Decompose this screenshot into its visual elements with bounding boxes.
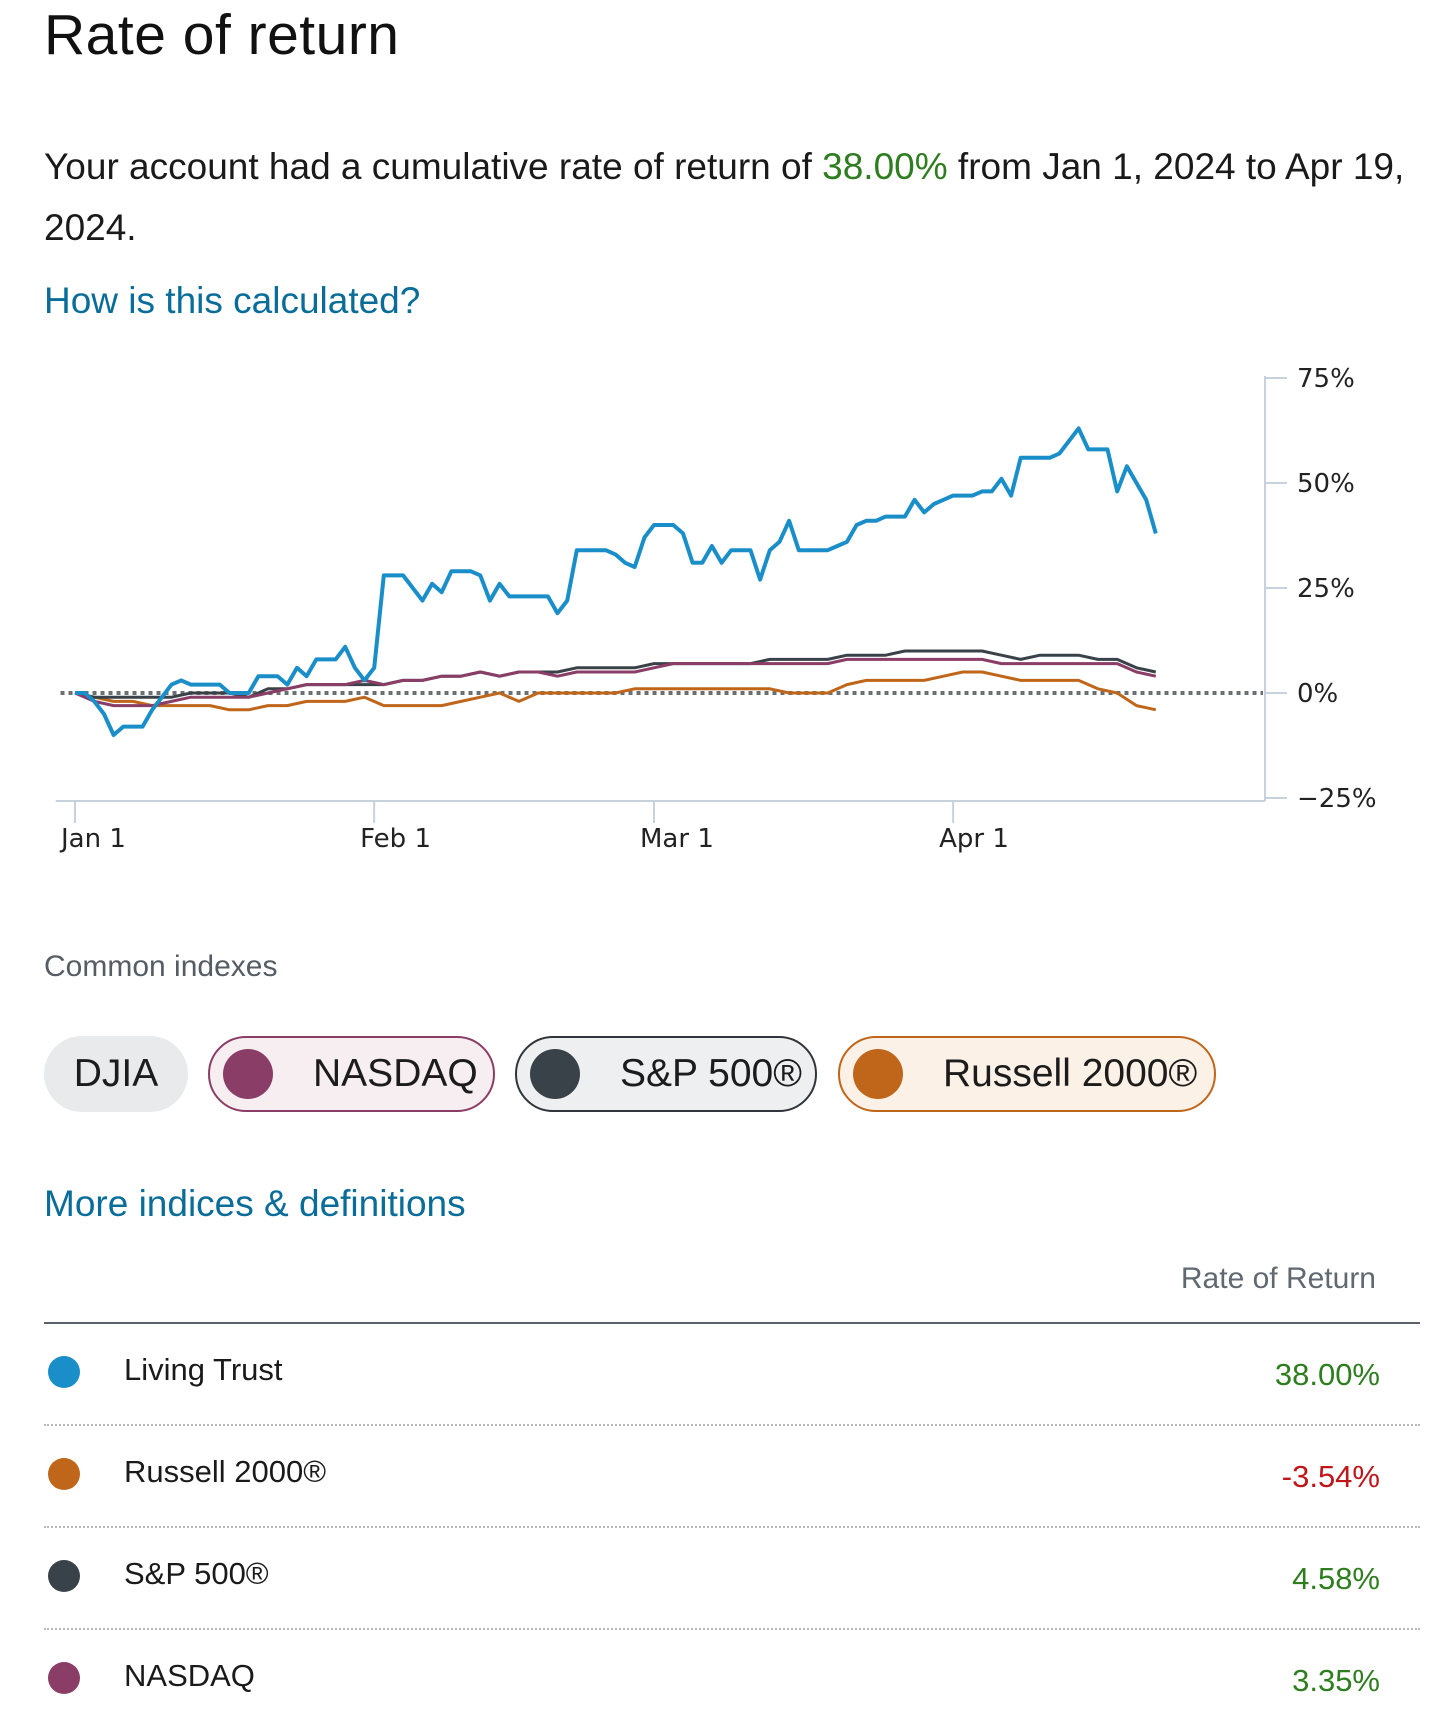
summary-prefix: Your account had a cumulative rate of re… [44, 146, 823, 187]
how-calculated-link[interactable]: How is this calculated? [44, 280, 421, 321]
page-title: Rate of return [44, 3, 400, 67]
row-name: S&P 500® [124, 1556, 269, 1591]
rate-of-return-chart: 75% 50% 25% 0% −25% Jan 1 Feb 1 Mar 1 Apr 1 [55, 364, 1377, 854]
more-indices-link[interactable]: More indices & definitions [44, 1183, 466, 1224]
y-tick-label: 0% [1297, 679, 1338, 709]
index-pill-label: NASDAQ [313, 1052, 478, 1095]
row-name: NASDAQ [124, 1658, 255, 1693]
table-row-sp500: S&P 500® 4.58% [44, 1528, 1420, 1630]
row-value: -3.54% [1281, 1459, 1380, 1494]
table-header-divider [44, 1322, 1420, 1324]
russell-color-dot-icon [853, 1049, 903, 1099]
row-divider [44, 1526, 1420, 1528]
y-tick-label: 25% [1297, 574, 1355, 604]
y-tick-label: −25% [1297, 784, 1377, 814]
index-pill-label: Russell 2000® [943, 1052, 1198, 1095]
y-tick-label: 50% [1297, 469, 1355, 499]
index-pill-label: DJIA [73, 1052, 159, 1095]
x-tick-label: Apr 1 [939, 824, 1009, 854]
x-tick-label: Jan 1 [59, 824, 126, 854]
index-pill-russell-2000[interactable]: Russell 2000® [838, 1036, 1216, 1112]
row-value: 3.35% [1292, 1663, 1380, 1698]
row-name: Russell 2000® [124, 1454, 327, 1489]
y-tick-label: 75% [1297, 364, 1355, 394]
series-line-living-trust [75, 426, 1158, 737]
row-name: Living Trust [124, 1352, 283, 1387]
index-pill-label: S&P 500® [620, 1052, 802, 1095]
index-pill-sp500[interactable]: S&P 500® [515, 1036, 817, 1112]
living-trust-dot-icon [48, 1356, 80, 1388]
row-value: 38.00% [1274, 1357, 1380, 1392]
row-value: 4.58% [1292, 1561, 1380, 1596]
rate-of-return-column-header: Rate of Return [1180, 1262, 1376, 1295]
table-row-nasdaq: NASDAQ 3.35% [44, 1630, 1420, 1732]
series-line-russell-2000 [74, 670, 1157, 712]
x-tick-label: Feb 1 [360, 824, 431, 854]
row-divider [44, 1628, 1420, 1630]
series-line-nasdaq [74, 657, 1157, 708]
sp500-color-dot-icon [530, 1049, 580, 1099]
nasdaq-color-dot-icon [223, 1049, 273, 1099]
index-pill-nasdaq[interactable]: NASDAQ [208, 1036, 495, 1112]
summary-suffix: from Jan 1, 2024 to Apr 19, 2024. [44, 146, 1405, 248]
summary-return-value: 38.00% [822, 146, 948, 187]
return-summary: Your account had a cumulative rate of re… [44, 136, 1424, 258]
row-divider [44, 1424, 1420, 1426]
table-row-living-trust: Living Trust 38.00% [44, 1324, 1420, 1426]
x-tick-label: Mar 1 [640, 824, 714, 854]
index-pill-djia[interactable]: DJIA [44, 1036, 188, 1112]
table-row-russell-2000: Russell 2000® -3.54% [44, 1426, 1420, 1528]
russell-dot-icon [48, 1458, 80, 1490]
common-indexes-label: Common indexes [44, 950, 278, 983]
sp500-dot-icon [48, 1560, 80, 1592]
nasdaq-dot-icon [48, 1662, 80, 1694]
